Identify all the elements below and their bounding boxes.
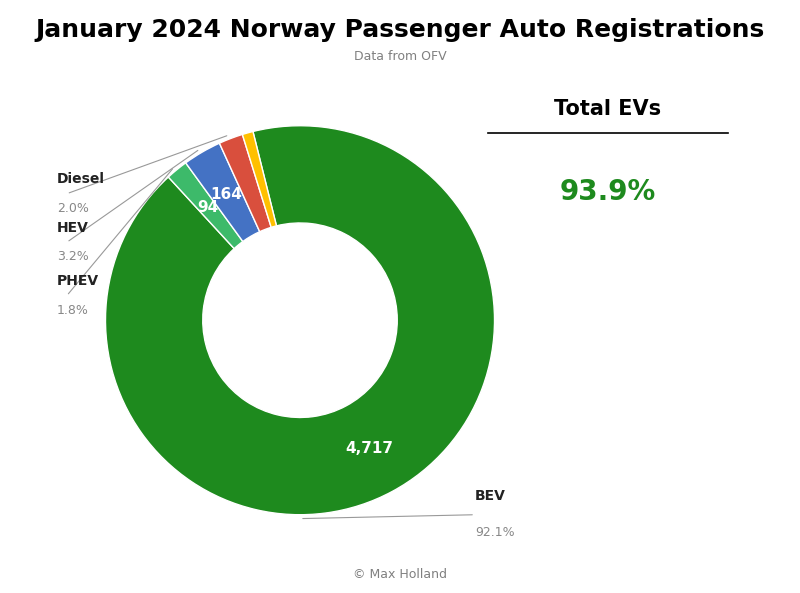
Text: Total EVs: Total EVs bbox=[554, 98, 662, 119]
Wedge shape bbox=[242, 132, 277, 227]
Text: 92.1%: 92.1% bbox=[475, 527, 514, 540]
Text: 164: 164 bbox=[210, 187, 242, 202]
Text: HEV: HEV bbox=[57, 221, 89, 235]
Text: 94: 94 bbox=[197, 200, 218, 215]
Wedge shape bbox=[186, 143, 260, 241]
Text: January 2024 Norway Passenger Auto Registrations: January 2024 Norway Passenger Auto Regis… bbox=[35, 18, 765, 42]
Text: 3.2%: 3.2% bbox=[57, 250, 89, 263]
Text: BEV: BEV bbox=[475, 489, 506, 503]
Text: PHEV: PHEV bbox=[57, 274, 99, 288]
Text: 1.8%: 1.8% bbox=[57, 304, 89, 317]
Text: Diesel: Diesel bbox=[57, 172, 105, 186]
Text: 4,717: 4,717 bbox=[345, 441, 393, 456]
Wedge shape bbox=[106, 126, 494, 515]
Text: 2.0%: 2.0% bbox=[57, 202, 89, 215]
Text: Data from OFV: Data from OFV bbox=[354, 50, 446, 63]
Text: 93.9%: 93.9% bbox=[560, 178, 656, 206]
Wedge shape bbox=[168, 163, 243, 248]
Text: © Max Holland: © Max Holland bbox=[353, 568, 447, 581]
Wedge shape bbox=[219, 135, 271, 232]
